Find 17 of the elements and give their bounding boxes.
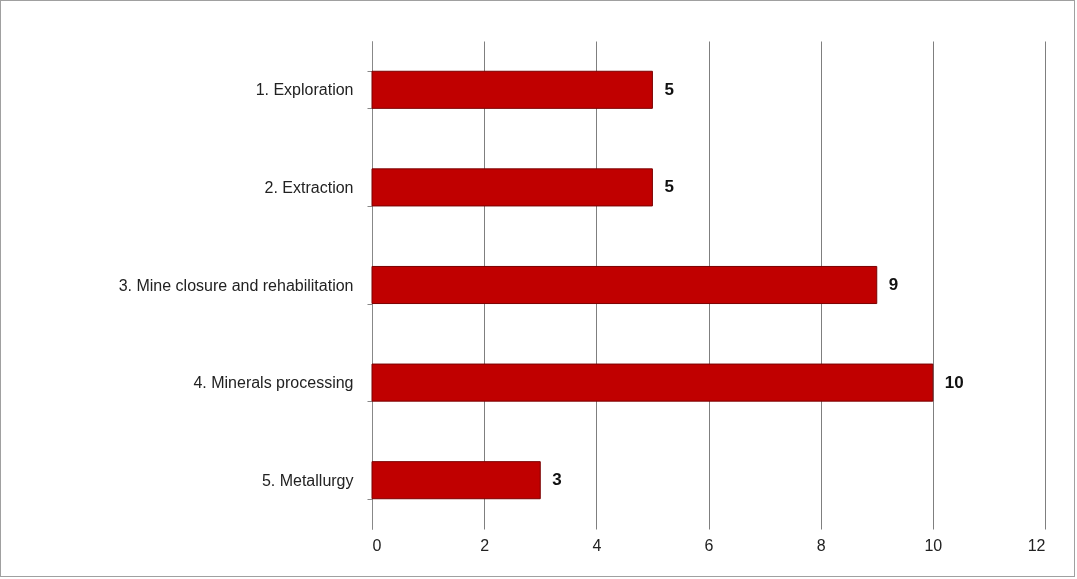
data-label: 5 [664,79,674,99]
data-label: 3 [552,470,562,490]
data-label: 10 [944,372,964,392]
y-tick-label: 2. Extraction [264,178,354,196]
y-tick-label: 5. Metallurgy [261,471,354,489]
data-label: 9 [888,275,899,294]
x-tick-label: 4 [592,536,602,554]
x-tick-label: 6 [704,536,714,554]
x-tick-label: 10 [924,536,943,554]
y-tick-label: 4. Minerals processing [193,374,354,392]
data-label: 5 [664,177,674,197]
x-tick-label: 12 [1027,536,1046,554]
x-tick-label: 0 [372,536,382,554]
x-tick-label: 2 [480,536,490,554]
x-tick-label: 8 [816,536,826,554]
y-tick-label: 3. Mine closure and rehabilitation [118,276,354,294]
y-tick-label: 1. Exploration [255,81,354,99]
